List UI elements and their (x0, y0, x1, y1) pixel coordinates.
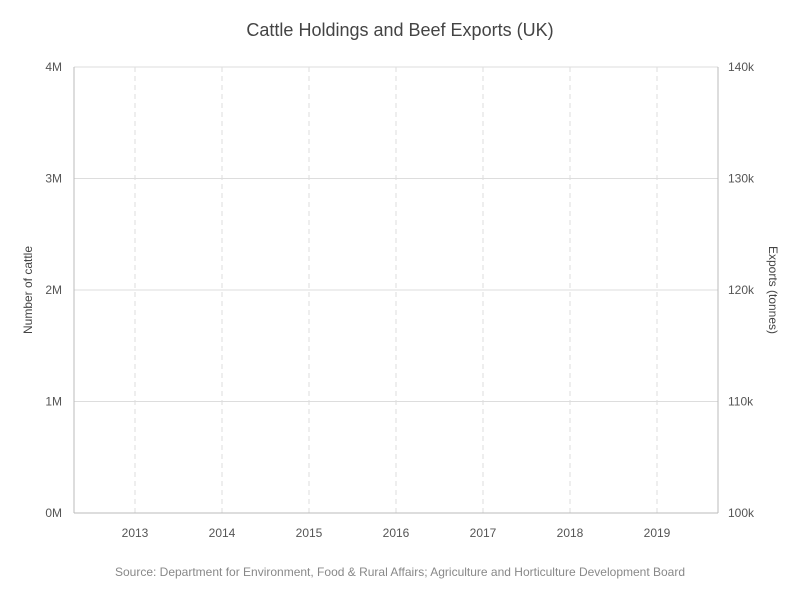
y-left-tick-label: 1M (45, 395, 62, 409)
y-left-tick-label: 4M (45, 60, 62, 74)
chart-source: Source: Department for Environment, Food… (114, 565, 686, 579)
x-tick-label: 2013 (122, 526, 149, 540)
y-right-tick-label: 140k (728, 60, 755, 74)
y-right-tick-label: 120k (728, 283, 755, 297)
x-tick-label: 2015 (296, 526, 323, 540)
x-tick-label: 2014 (209, 526, 236, 540)
y-left-tick-label: 0M (45, 506, 62, 520)
x-tick-label: 2016 (383, 526, 410, 540)
y-right-tick-label: 130k (728, 172, 755, 186)
y-left-tick-label: 3M (45, 172, 62, 186)
y-left-tick-label: 2M (45, 283, 62, 297)
y-right-axis-title: Exports (tonnes) (766, 246, 780, 334)
y-left-axis-title: Number of cattle (21, 246, 35, 334)
x-tick-label: 2018 (557, 526, 584, 540)
x-tick-label: 2019 (644, 526, 671, 540)
x-tick-label: 2017 (470, 526, 497, 540)
chart-title: Cattle Holdings and Beef Exports (UK) (246, 20, 554, 40)
y-right-tick-label: 100k (728, 506, 755, 520)
y-right-tick-label: 110k (728, 395, 754, 409)
